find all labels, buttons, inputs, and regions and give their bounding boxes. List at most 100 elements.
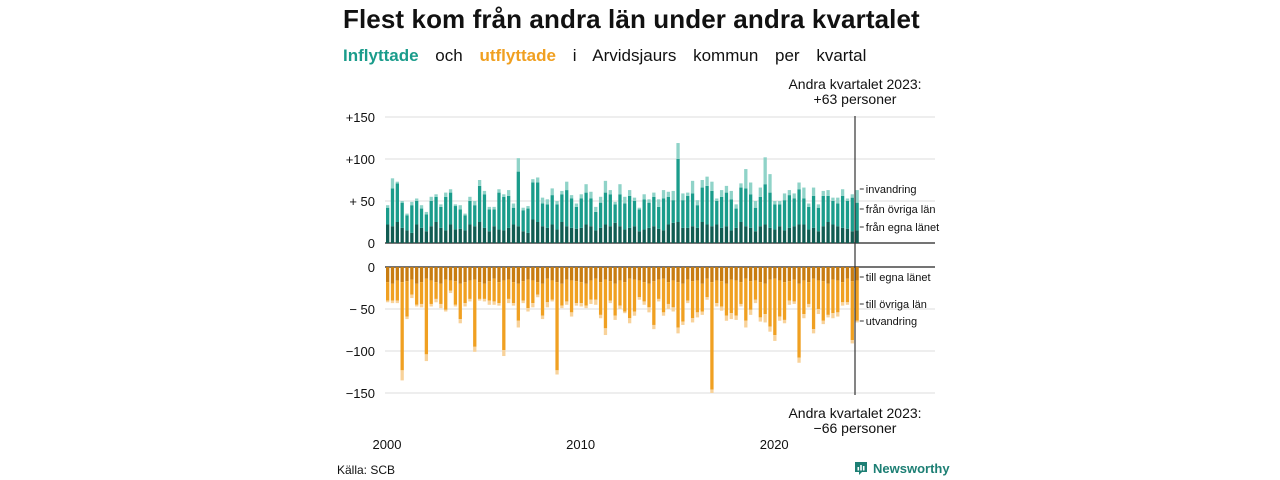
bar-from-county <box>840 227 845 243</box>
bar-to-county <box>565 267 569 280</box>
bar-from-other-counties <box>637 209 641 232</box>
bar-from-other-counties <box>526 208 530 233</box>
subtitle-utflyttade: utflyttade <box>479 46 556 65</box>
bar-immigration <box>574 203 579 207</box>
bar-immigration <box>637 207 641 210</box>
bar-immigration <box>623 196 627 204</box>
bar-to-other-counties <box>395 280 399 301</box>
bar-immigration <box>579 194 583 199</box>
chart-subtitle: Inflyttade och utflyttade i Arvidsjaurs … <box>343 46 878 66</box>
bar-from-county <box>584 224 588 243</box>
bar-to-other-counties <box>410 279 414 295</box>
bar-to-other-counties <box>661 278 666 313</box>
bar-emigration <box>589 299 593 304</box>
bar-to-county <box>574 267 579 282</box>
bar-from-county <box>434 222 438 243</box>
bar-to-other-counties <box>545 278 550 303</box>
bar-from-county <box>444 230 448 243</box>
bar-immigration <box>589 191 593 199</box>
bar-from-county <box>400 227 404 243</box>
bar-to-county <box>395 267 399 281</box>
bar-to-other-counties <box>705 278 709 298</box>
bar-to-other-counties <box>390 283 395 301</box>
bar-immigration <box>482 190 487 195</box>
bar-emigration <box>792 301 796 304</box>
bar-to-county <box>778 267 782 281</box>
gridlines <box>385 116 935 394</box>
bar-emigration <box>386 300 390 303</box>
bar-from-county <box>531 219 535 243</box>
bar-to-county <box>618 267 622 281</box>
bar-to-county <box>569 267 574 281</box>
bar-emigration <box>666 303 671 309</box>
bar-immigration <box>584 184 588 193</box>
bar-from-other-counties <box>802 198 806 225</box>
bar-to-county <box>787 267 792 282</box>
bar-from-county <box>753 231 758 243</box>
bar-immigration <box>419 205 424 209</box>
y-tick-label: 0 <box>368 236 375 251</box>
bar-from-other-counties <box>826 195 830 222</box>
x-tick-label: 2000 <box>373 437 402 452</box>
bar-to-other-counties <box>744 278 748 321</box>
bar-immigration <box>855 190 859 203</box>
bar-emigration <box>749 309 753 315</box>
bar-immigration <box>628 190 632 196</box>
y-tick-label: + 50 <box>349 194 375 209</box>
bar-immigration <box>729 190 733 200</box>
bar-from-county <box>502 230 506 243</box>
bar-emigration <box>778 316 782 321</box>
bar-emigration <box>536 294 540 298</box>
bar-immigration <box>477 180 482 186</box>
bar-immigration <box>550 188 554 196</box>
bar-from-other-counties <box>623 203 627 230</box>
bar-emigration <box>584 305 588 309</box>
bar-emigration <box>458 319 462 324</box>
bar-to-county <box>623 267 627 283</box>
bar-from-other-counties <box>497 192 501 230</box>
bar-immigration <box>749 182 753 195</box>
bar-from-other-counties <box>763 184 767 225</box>
bar-emigration <box>826 314 830 318</box>
bar-to-other-counties <box>386 282 390 301</box>
bar-emigration <box>840 302 845 306</box>
bar-emigration <box>410 294 414 299</box>
bar-from-county <box>516 226 520 243</box>
bar-from-county <box>419 227 424 243</box>
bar-immigration <box>739 183 743 188</box>
bar-from-county <box>831 224 835 243</box>
series-label-top: från egna länet <box>866 222 939 234</box>
bar-emigration <box>705 297 709 300</box>
bar-to-other-counties <box>608 281 612 301</box>
bar-to-county <box>579 267 583 283</box>
bar-to-other-counties <box>565 279 569 302</box>
bar-from-other-counties <box>792 198 796 227</box>
bar-to-other-counties <box>579 282 583 304</box>
bar-immigration <box>390 178 395 189</box>
bar-immigration <box>540 197 545 204</box>
bar-immigration <box>531 179 535 183</box>
bar-to-county <box>628 267 632 279</box>
bar-to-county <box>811 267 816 279</box>
bar-emigration <box>729 313 733 320</box>
bar-immigration <box>453 204 458 207</box>
bar-to-other-counties <box>758 282 762 318</box>
bar-emigration <box>811 329 816 334</box>
series-label-bottom: till egna länet <box>866 272 931 284</box>
bar-to-county <box>482 267 487 284</box>
bar-from-county <box>439 227 443 243</box>
bar-immigration <box>768 174 772 193</box>
bar-from-other-counties <box>676 159 680 222</box>
bar-immigration <box>719 190 724 197</box>
bar-from-county <box>458 228 462 243</box>
bar-to-county <box>840 267 845 283</box>
bar-emigration <box>502 350 506 357</box>
bar-immigration <box>690 180 695 194</box>
bar-from-other-counties <box>516 171 520 227</box>
bar-to-other-counties <box>811 278 816 330</box>
bar-from-county <box>811 227 816 243</box>
bar-from-other-counties <box>536 182 540 222</box>
bar-to-other-counties <box>637 280 641 298</box>
series-label-bottom: till övriga län <box>866 299 927 311</box>
